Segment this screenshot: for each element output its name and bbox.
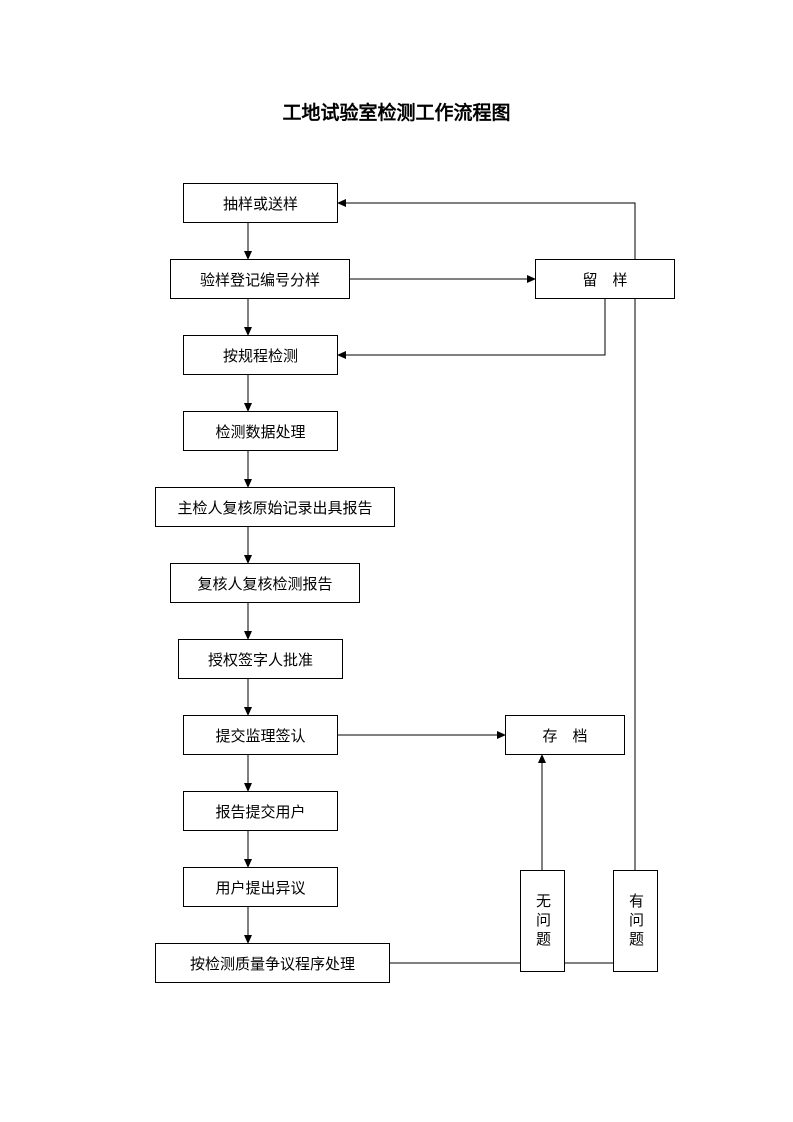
page: 工地试验室检测工作流程图 抽样或送样验样登记编号分样按规程检测检测数据处理主检人… bbox=[0, 0, 793, 1122]
flow-node-n10: 用户提出异议 bbox=[183, 867, 338, 907]
flow-node-wwt: 无问题 bbox=[520, 870, 565, 972]
flow-node-n7: 授权签字人批准 bbox=[178, 639, 343, 679]
flow-node-ly: 留 样 bbox=[535, 259, 675, 299]
flow-node-cd: 存 档 bbox=[505, 715, 625, 755]
flow-node-n6: 复核人复核检测报告 bbox=[170, 563, 360, 603]
flow-node-n5: 主检人复核原始记录出具报告 bbox=[155, 487, 395, 527]
flow-node-n11: 按检测质量争议程序处理 bbox=[155, 943, 390, 983]
connectors-layer bbox=[0, 0, 793, 1122]
flow-node-ywt: 有问题 bbox=[613, 870, 658, 972]
flow-node-n2: 验样登记编号分样 bbox=[170, 259, 350, 299]
flow-node-n8: 提交监理签认 bbox=[183, 715, 338, 755]
page-title: 工地试验室检测工作流程图 bbox=[0, 98, 793, 125]
flow-node-n9: 报告提交用户 bbox=[183, 791, 338, 831]
flow-node-n1: 抽样或送样 bbox=[183, 183, 338, 223]
flow-node-n3: 按规程检测 bbox=[183, 335, 338, 375]
edge-11 bbox=[338, 299, 605, 355]
flow-node-n4: 检测数据处理 bbox=[183, 411, 338, 451]
edge-16 bbox=[338, 203, 635, 870]
